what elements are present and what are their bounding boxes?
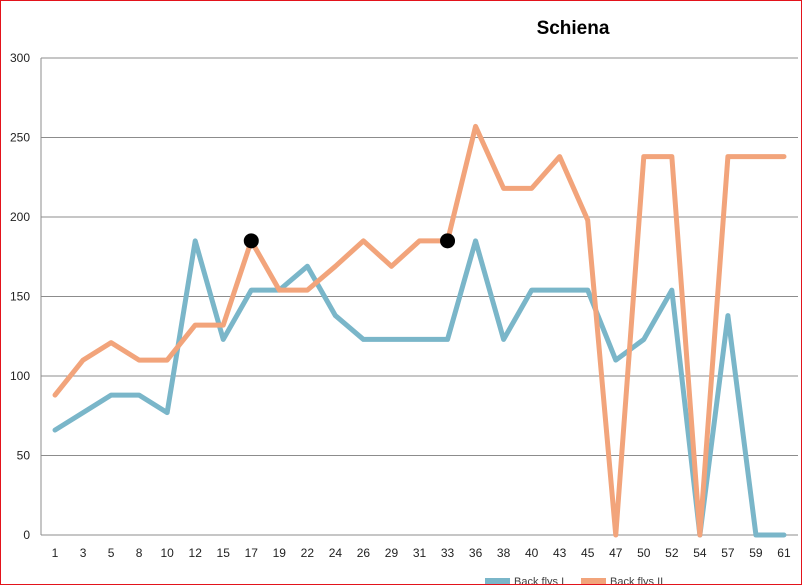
x-tick-label: 59	[749, 546, 763, 560]
x-tick-label: 52	[665, 546, 679, 560]
x-tick-label: 45	[581, 546, 595, 560]
y-tick-label: 100	[10, 369, 30, 383]
x-axis-ticks: 1 3 5 8 10 12 15 17 19 22 24 26 29 31 33 36 38 40 43 45 47 50…	[52, 546, 791, 560]
x-tick-label: 24	[329, 546, 343, 560]
series-line-1	[52, 238, 787, 538]
x-tick-label: 40	[525, 546, 539, 560]
series-line-2	[52, 123, 787, 538]
x-tick-label: 43	[553, 546, 567, 560]
x-tick-label: 22	[301, 546, 315, 560]
legend-label: Back flys II	[610, 576, 663, 584]
x-tick-label: 57	[721, 546, 735, 560]
data-marker	[440, 233, 456, 249]
x-tick-label: 8	[136, 546, 143, 560]
x-tick-label: 36	[469, 546, 483, 560]
y-tick-label: 250	[10, 131, 30, 145]
legend-label: Back flys I	[514, 576, 564, 584]
x-tick-label: 17	[245, 546, 259, 560]
chart-title: Schiena	[537, 18, 610, 39]
x-tick-label: 33	[441, 546, 455, 560]
y-tick-label: 50	[17, 449, 31, 463]
legend: Back flys I Back flys II	[485, 576, 663, 584]
x-tick-label: 15	[217, 546, 231, 560]
x-tick-label: 31	[413, 546, 427, 560]
y-tick-label: 150	[10, 290, 30, 304]
x-tick-label: 26	[357, 546, 371, 560]
x-tick-label: 1	[52, 546, 59, 560]
x-tick-label: 54	[693, 546, 707, 560]
x-tick-label: 50	[637, 546, 651, 560]
x-tick-label: 29	[385, 546, 399, 560]
x-tick-label: 12	[189, 546, 203, 560]
y-tick-label: 0	[23, 528, 30, 542]
x-tick-label: 61	[777, 546, 791, 560]
x-tick-label: 5	[108, 546, 115, 560]
x-tick-label: 19	[273, 546, 287, 560]
x-tick-label: 10	[160, 546, 174, 560]
x-tick-label: 38	[497, 546, 511, 560]
series-lines	[52, 123, 787, 538]
x-tick-label: 3	[80, 546, 87, 560]
y-tick-label: 200	[10, 210, 30, 224]
x-tick-label: 47	[609, 546, 623, 560]
y-axis-ticks: 0 50 100 150 200 250 300	[10, 51, 30, 542]
data-markers	[243, 233, 456, 249]
data-marker	[243, 233, 259, 249]
gridlines	[40, 57, 798, 536]
y-tick-label: 300	[10, 51, 30, 65]
